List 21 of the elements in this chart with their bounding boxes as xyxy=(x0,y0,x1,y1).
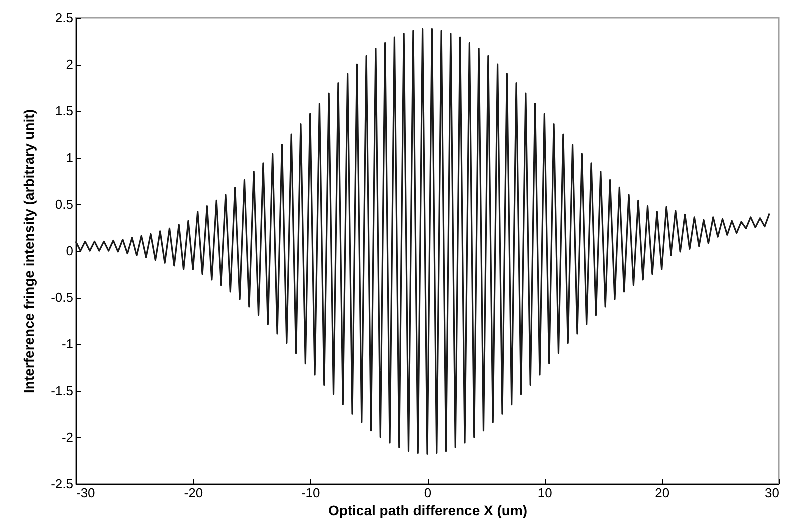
y-tick-label: -2 xyxy=(62,430,74,445)
y-tick-label: -2.5 xyxy=(51,476,74,492)
y-tick-label: 0 xyxy=(66,244,74,258)
y-tick-label: 2.5 xyxy=(55,10,74,26)
y-tick-label: 0.5 xyxy=(55,196,74,212)
x-tick-label: 30 xyxy=(765,486,780,500)
x-tick-label: -20 xyxy=(184,486,204,500)
y-tick-label: 1 xyxy=(66,150,74,166)
x-tick-label: 20 xyxy=(655,486,670,500)
x-tick-label: 10 xyxy=(538,486,552,500)
y-tick-label: -1 xyxy=(62,336,74,352)
y-axis-title: Interference fringe intensity (arbitrary unit) xyxy=(21,110,38,394)
x-tick-label: -10 xyxy=(301,486,320,500)
x-axis-title: Optical path difference X (um) xyxy=(328,502,528,518)
x-tick-label: -30 xyxy=(76,486,96,500)
x-tick-label: 0 xyxy=(424,486,432,500)
y-tick-label: -0.5 xyxy=(51,290,74,306)
y-tick-label: -1.5 xyxy=(51,383,74,398)
line-series xyxy=(75,28,770,455)
y-tick-label: 1.5 xyxy=(55,104,74,119)
y-tick-label: 2 xyxy=(66,57,74,72)
